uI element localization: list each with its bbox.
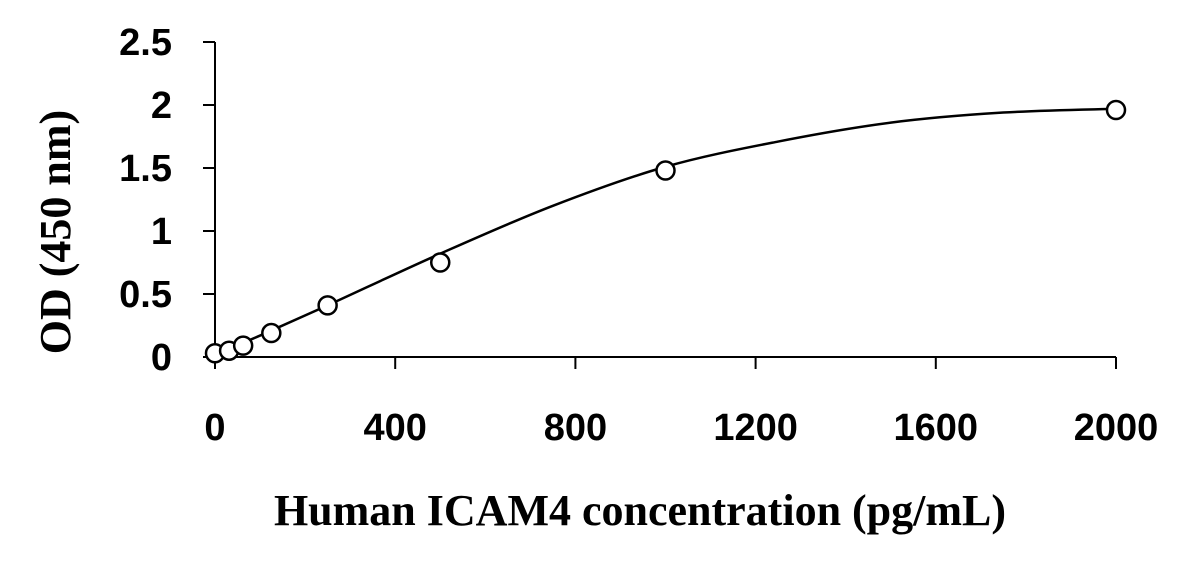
fit-curve: [214, 107, 1117, 356]
x-tick-label: 1200: [713, 407, 798, 449]
y-tick-label: 0: [151, 337, 172, 379]
y-tick-label: 2.5: [119, 22, 172, 64]
y-axis-title: OD (450 nm): [31, 110, 80, 354]
data-point: [655, 160, 676, 181]
x-tick-label: 400: [363, 407, 426, 449]
x-tick-label: 800: [544, 407, 607, 449]
data-point: [430, 252, 451, 273]
data-point: [1105, 99, 1127, 121]
y-tick-label: 1: [151, 211, 172, 253]
plot-area: 0 400 800 1200 1600 2000 0 0.5 1 1.5 2 2.5: [119, 22, 1158, 449]
x-tick-label: 2000: [1074, 407, 1159, 449]
y-tick-label: 0.5: [119, 274, 172, 316]
data-point: [261, 322, 282, 344]
data-point: [232, 335, 254, 356]
data-point: [317, 295, 338, 316]
x-tick-label: 1600: [894, 407, 979, 449]
x-tick-label: 0: [204, 407, 225, 449]
y-tick-label: 2: [151, 85, 172, 127]
x-axis-title: Human ICAM4 concentration (pg/mL): [274, 486, 1006, 535]
y-tick-label: 1.5: [119, 148, 172, 190]
